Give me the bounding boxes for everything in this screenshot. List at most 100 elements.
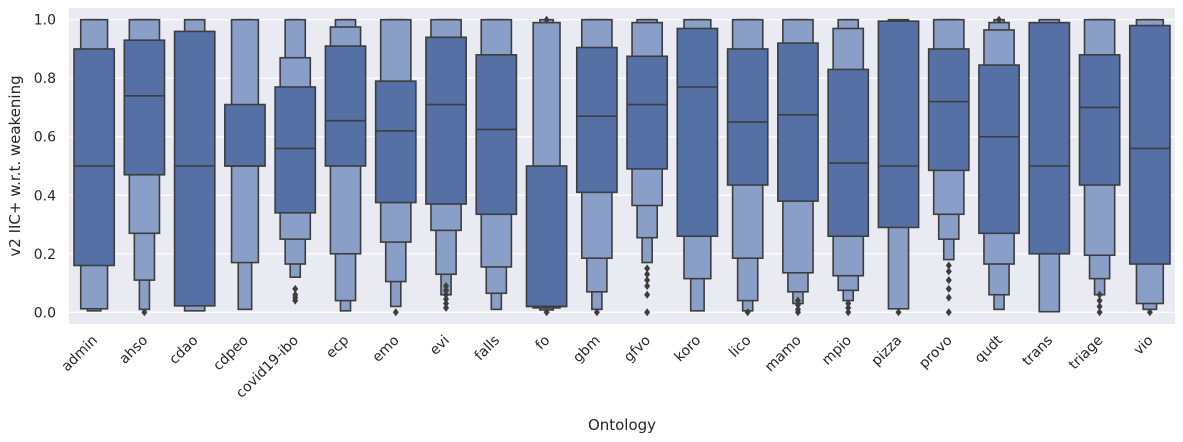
box-level-inner [827, 68, 870, 238]
x-tick-label: evi [427, 333, 453, 359]
boxen-trans [1028, 18, 1071, 313]
outlier-point [593, 308, 600, 317]
boxen-emo [374, 18, 417, 317]
x-tick-label: mpio [819, 333, 855, 369]
outlier-point [794, 296, 801, 305]
x-tick-label: trans [1019, 333, 1056, 370]
outlier-point [141, 308, 148, 317]
outlier-point [443, 281, 450, 290]
y-tick-label: 0.0 [34, 305, 56, 321]
boxen-gfvo [626, 18, 669, 317]
boxen-cdao [173, 18, 216, 312]
y-tick-label: 0.6 [34, 130, 56, 146]
box-level-inner [374, 80, 417, 204]
x-tick-label: cdao [166, 333, 201, 368]
x-tick-label: fo [533, 333, 554, 354]
box-level-inner [1078, 54, 1121, 186]
x-axis-label: Ontology [588, 416, 656, 434]
x-tick-label: ahso [116, 333, 151, 368]
boxen-fo [525, 15, 568, 317]
outlier-point [1096, 302, 1103, 311]
outlier-point [392, 308, 399, 317]
x-tick-label: emo [369, 333, 402, 366]
box-level-inner [324, 45, 367, 167]
boxen-lico [726, 18, 769, 317]
outlier-point [443, 286, 450, 295]
x-tick-label: provo [916, 333, 955, 372]
boxen-admin [73, 18, 116, 312]
boxen-pizza [877, 18, 920, 317]
outlier-point [945, 267, 952, 276]
outlier-point [945, 293, 952, 302]
x-tick-label: mamo [762, 333, 805, 376]
box-level-inner [274, 86, 317, 214]
box-level-inner [475, 54, 518, 216]
box-level-inner [123, 39, 166, 176]
boxen-qudt [978, 15, 1020, 311]
x-tick-label: cdpeo [210, 333, 251, 374]
outlier-point [543, 308, 550, 317]
outlier-point [945, 276, 952, 285]
boxen-mpio [827, 18, 870, 317]
x-tick-label: gfvo [621, 333, 654, 366]
boxen-vio [1128, 18, 1171, 317]
x-tick-label: gbm [570, 333, 604, 367]
outlier-point [644, 281, 651, 290]
boxen-cdpeo [224, 18, 266, 311]
box-level-inner [978, 64, 1020, 235]
outlier-point [845, 299, 852, 308]
y-tick-label: 0.2 [34, 247, 56, 263]
outlier-point [845, 308, 852, 317]
outlier-point [443, 303, 450, 312]
box-level-inner [777, 42, 819, 202]
boxen-ahso [123, 18, 166, 317]
outlier-point [945, 261, 952, 270]
outlier-point [945, 284, 952, 293]
outlier-point [443, 295, 450, 304]
boxen-series [73, 15, 1171, 317]
x-tick-label: triage [1066, 333, 1106, 373]
boxen-covid19-ibo [274, 18, 317, 305]
box-level-inner [927, 48, 970, 172]
box-level-inner [525, 165, 568, 308]
outlier-point [644, 276, 651, 285]
x-tick-label: pizza [869, 333, 906, 370]
outlier-point [1146, 308, 1153, 317]
outlier-point [945, 308, 952, 317]
boxen-evi [425, 18, 467, 312]
outlier-point [292, 284, 299, 293]
box-level-inner [173, 30, 216, 307]
x-tick-label: falls [472, 333, 504, 365]
outlier-point [794, 300, 801, 309]
outlier-point [1096, 296, 1103, 305]
boxen-gbm [575, 18, 618, 317]
y-tick-label: 0.8 [34, 71, 56, 87]
x-tick-label: admin [59, 333, 101, 375]
boxen-triage [1078, 18, 1121, 317]
x-tick-label: qudt [972, 332, 1006, 366]
box-level-inner [877, 20, 920, 229]
outlier-point [292, 290, 299, 299]
box-level-inner [626, 55, 669, 170]
x-tick-label: koro [672, 333, 705, 366]
box-level-inner [726, 48, 769, 186]
boxen-falls [475, 18, 518, 311]
box-level-inner [1128, 24, 1171, 265]
x-tick-label: vio [1131, 333, 1157, 359]
outlier-point [1096, 308, 1103, 317]
box-level-inner [224, 103, 266, 167]
outlier-point [644, 308, 651, 317]
outlier-point [443, 290, 450, 299]
y-axis-ticks: 0.0 0.2 0.4 0.6 0.8 1.0 [34, 13, 56, 322]
outlier-point [543, 15, 550, 24]
boxen-mamo [777, 18, 819, 317]
y-tick-label: 0.4 [34, 188, 56, 204]
outlier-point [644, 264, 651, 273]
boxen-koro [676, 18, 719, 312]
outlier-point [794, 305, 801, 314]
y-tick-label: 1.0 [34, 13, 56, 29]
outlier-point [644, 290, 651, 299]
outlier-point [644, 270, 651, 279]
